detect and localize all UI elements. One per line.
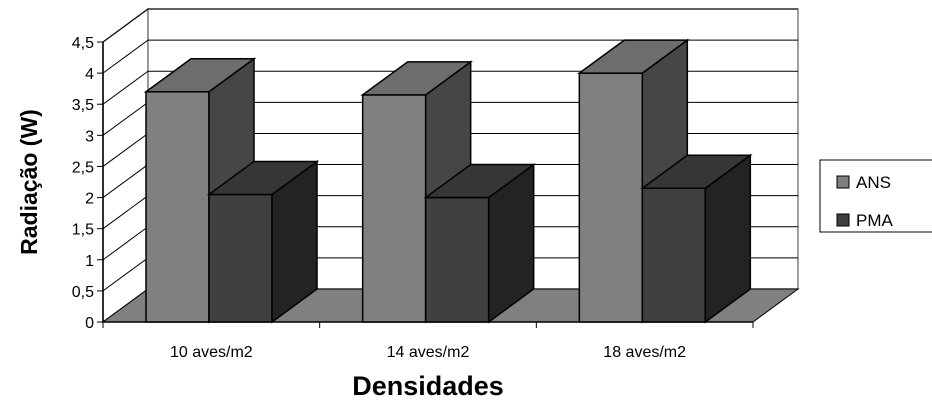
bar-top xyxy=(640,154,753,189)
y-tick-label: 1 xyxy=(85,253,94,270)
legend-label: PMA xyxy=(856,211,894,230)
bar-top xyxy=(423,163,536,199)
y-tick-label: 2 xyxy=(85,191,94,208)
y-tick-label: 3 xyxy=(85,128,94,145)
x-tick-label: 18 aves/m2 xyxy=(603,344,686,361)
y-axis-label: Radiação (W) xyxy=(16,109,42,255)
y-tick-label: 0,5 xyxy=(72,284,94,301)
side-wall xyxy=(102,7,149,324)
y-tick-label: 0 xyxy=(85,315,94,332)
bar xyxy=(423,163,536,324)
bar-top xyxy=(360,61,473,96)
gridline xyxy=(102,39,798,74)
gridline xyxy=(102,8,798,43)
legend-swatch xyxy=(836,213,850,227)
bar-top xyxy=(206,160,320,196)
legend-label: ANS xyxy=(856,173,891,192)
bar-front xyxy=(145,91,210,323)
bar-front xyxy=(641,187,707,323)
bar-front xyxy=(578,72,644,323)
x-tick-label: 14 aves/m2 xyxy=(387,344,470,361)
legend: ANS PMA xyxy=(819,159,932,233)
y-tick-label: 3,5 xyxy=(72,97,94,114)
y-axis: 0 0,5 1 1,5 2 2,5 3 3,5 4 4,5 xyxy=(72,35,104,332)
y-tick-label: 4 xyxy=(85,66,94,83)
bars xyxy=(143,38,753,324)
y-tick-label: 1,5 xyxy=(72,222,94,239)
bar-top xyxy=(143,58,257,93)
y-tick-label: 2,5 xyxy=(72,159,94,176)
bar-front xyxy=(361,94,427,323)
bar xyxy=(206,159,320,324)
bar xyxy=(640,153,753,324)
x-axis: 10 aves/m2 14 aves/m2 18 aves/m2 xyxy=(102,321,754,361)
x-axis-label: Densidades xyxy=(352,371,504,401)
bar-front xyxy=(208,193,273,323)
bar-front xyxy=(424,196,490,323)
legend-swatch xyxy=(836,175,850,189)
y-tick-label: 4,5 xyxy=(72,35,94,52)
bar-top xyxy=(577,39,690,74)
x-tick-label: 10 aves/m2 xyxy=(170,344,253,361)
